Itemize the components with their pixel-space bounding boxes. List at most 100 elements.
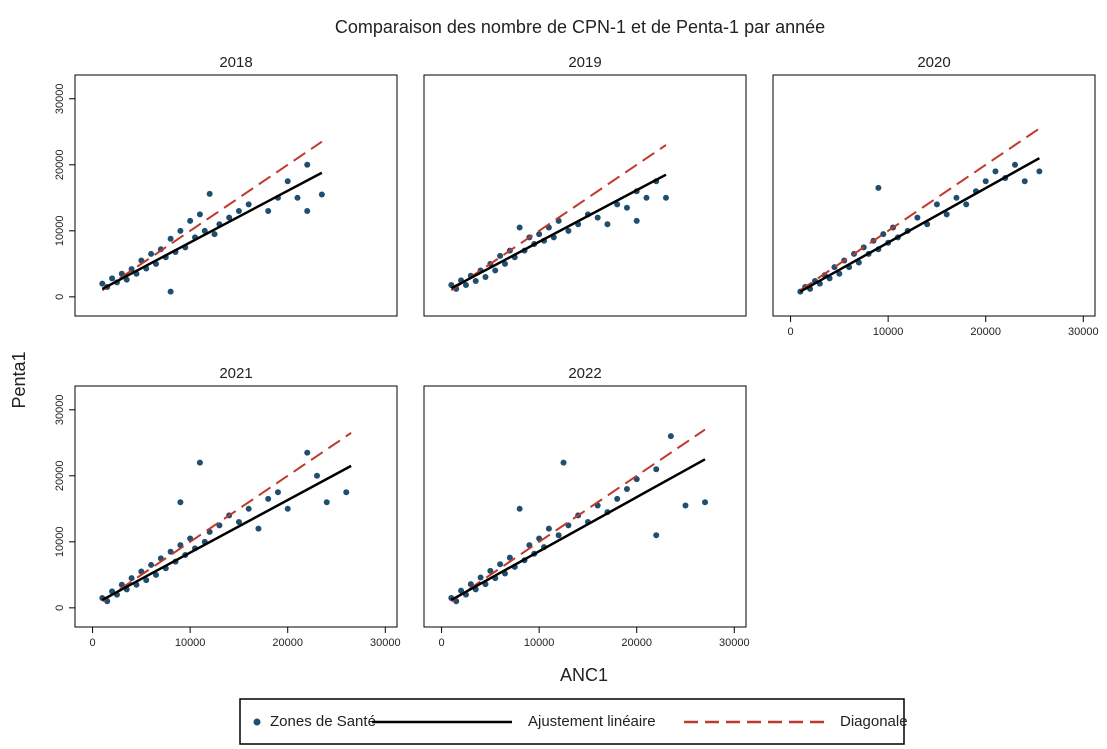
point [235, 208, 242, 215]
diagonal-line [101, 140, 323, 292]
fit-line [450, 173, 667, 290]
legend-label: Zones de Santé [270, 713, 376, 730]
diagonal-line [101, 432, 352, 603]
point [565, 227, 572, 234]
point [294, 194, 301, 201]
diagonal-line [450, 428, 706, 603]
point [304, 161, 311, 168]
point [274, 489, 281, 496]
point [177, 227, 184, 234]
point [560, 459, 567, 466]
diagonal-line [450, 144, 667, 292]
x-tick-label: 30000 [719, 637, 750, 649]
y-tick-label: 30000 [54, 83, 66, 114]
point [667, 433, 674, 440]
point [702, 499, 709, 506]
point [472, 278, 479, 285]
point [604, 221, 611, 228]
fit-line [101, 171, 323, 291]
point [313, 472, 320, 479]
point [143, 577, 150, 584]
point [245, 201, 252, 208]
legend-label: Diagonale [840, 713, 908, 730]
point [462, 281, 469, 288]
y-tick-label: 0 [54, 294, 66, 300]
point [963, 201, 970, 208]
point [516, 505, 523, 512]
point [318, 191, 325, 198]
x-tick-label: 10000 [873, 326, 904, 338]
point [492, 267, 499, 274]
point [623, 204, 630, 211]
point [128, 575, 135, 582]
plot-area [74, 385, 398, 628]
point [662, 194, 669, 201]
point [109, 275, 116, 282]
x-axis-label: ANC1 [560, 665, 608, 685]
point [99, 280, 106, 287]
point [196, 211, 203, 218]
y-tick-label: 20000 [54, 461, 66, 492]
point [516, 224, 523, 231]
x-tick-label: 20000 [272, 637, 303, 649]
x-tick-label: 0 [788, 326, 794, 338]
panel-title: 2021 [219, 365, 252, 382]
point [594, 214, 601, 221]
point [992, 168, 999, 175]
y-tick-label: 10000 [54, 527, 66, 558]
x-tick-label: 0 [439, 637, 445, 649]
point [623, 486, 630, 493]
point [235, 519, 242, 526]
figure-title: Comparaison des nombre de CPN-1 et de Pe… [335, 17, 825, 37]
point [497, 561, 504, 568]
point [614, 495, 621, 502]
point [643, 194, 650, 201]
x-tick-label: 10000 [524, 637, 555, 649]
y-tick-label: 10000 [54, 216, 66, 247]
point [875, 184, 882, 191]
point [458, 587, 465, 594]
point [211, 231, 218, 238]
point [1011, 161, 1018, 168]
y-tick-label: 30000 [54, 394, 66, 425]
legend-marker [253, 718, 261, 726]
point [226, 214, 233, 221]
diagonal-line [799, 127, 1040, 292]
point [201, 227, 208, 234]
y-axis-label: Penta1 [9, 351, 29, 408]
point [343, 489, 350, 496]
point [914, 214, 921, 221]
point [255, 525, 262, 532]
point [836, 270, 843, 277]
panel-title: 2019 [568, 54, 601, 71]
point [501, 260, 508, 267]
point [545, 525, 552, 532]
x-tick-label: 20000 [621, 637, 652, 649]
point [614, 201, 621, 208]
point [167, 288, 174, 295]
point [1021, 178, 1028, 185]
panel-title: 2020 [917, 54, 950, 71]
point [982, 178, 989, 185]
panel-title: 2018 [219, 54, 252, 71]
point [265, 495, 272, 502]
point [482, 274, 489, 281]
point [477, 574, 484, 581]
plot-area [423, 385, 747, 628]
point [206, 190, 213, 197]
point [933, 201, 940, 208]
point [323, 499, 330, 506]
x-tick-label: 20000 [970, 326, 1001, 338]
point [152, 571, 159, 578]
plot-area [423, 74, 747, 317]
point [653, 466, 660, 473]
x-tick-label: 30000 [370, 637, 401, 649]
point [953, 194, 960, 201]
point [304, 208, 311, 215]
point [943, 211, 950, 218]
x-tick-label: 30000 [1068, 326, 1099, 338]
point [497, 252, 504, 259]
point [167, 235, 174, 242]
point [177, 499, 184, 506]
